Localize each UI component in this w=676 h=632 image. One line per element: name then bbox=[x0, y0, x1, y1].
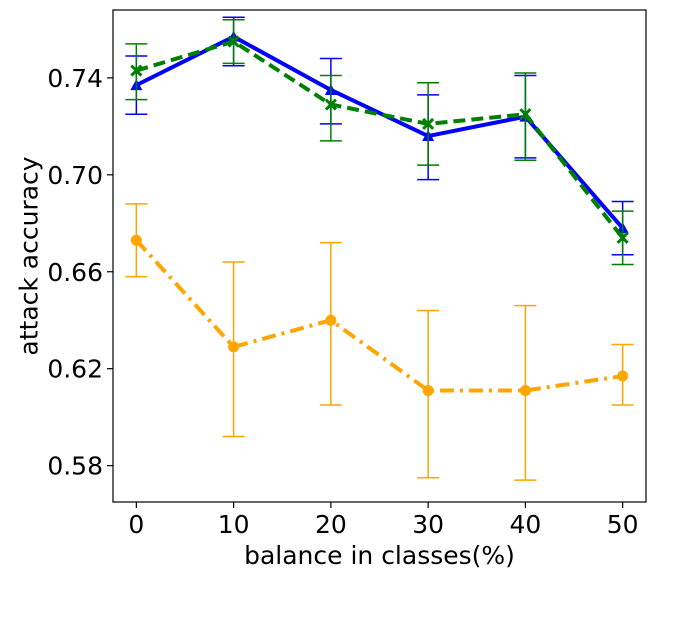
x-tick-label: 10 bbox=[218, 510, 250, 539]
x-tick-label: 30 bbox=[412, 510, 444, 539]
series-line bbox=[135, 34, 625, 230]
y-tick-label: 0.70 bbox=[47, 161, 103, 190]
data-point bbox=[130, 234, 142, 246]
y-tick-label: 0.66 bbox=[47, 258, 103, 287]
data-point bbox=[616, 231, 629, 244]
series-1 bbox=[125, 16, 634, 256]
x-tick-label: 0 bbox=[128, 510, 144, 539]
data-point bbox=[422, 117, 435, 130]
plot-frame bbox=[112, 9, 647, 503]
data-point bbox=[422, 385, 434, 397]
x-tick-label: 20 bbox=[315, 510, 347, 539]
data-point bbox=[617, 370, 629, 382]
y-tick-label: 0.58 bbox=[47, 452, 103, 481]
x-tick-label: 40 bbox=[509, 510, 541, 539]
data-point bbox=[519, 108, 532, 121]
data-point bbox=[324, 98, 337, 111]
data-point bbox=[227, 35, 240, 48]
axis-layer: 0 10 20 30 40 50 0.58 0.62 0.66 0.70 0.74 bbox=[47, 64, 638, 539]
data-point bbox=[325, 314, 337, 326]
data-point bbox=[228, 341, 240, 353]
y-tick-label: 0.62 bbox=[47, 355, 103, 384]
series-2 bbox=[125, 18, 634, 266]
data-point bbox=[519, 385, 531, 397]
series-layer bbox=[125, 16, 634, 481]
data-point bbox=[130, 64, 143, 77]
series-3 bbox=[125, 203, 634, 481]
series-line bbox=[134, 238, 623, 393]
series-line bbox=[135, 39, 625, 240]
y-axis-label: attack accuracy bbox=[15, 156, 44, 355]
y-tick-label: 0.74 bbox=[47, 64, 103, 93]
x-tick-label: 50 bbox=[607, 510, 639, 539]
x-axis-label: balance in classes(%) bbox=[244, 541, 515, 570]
